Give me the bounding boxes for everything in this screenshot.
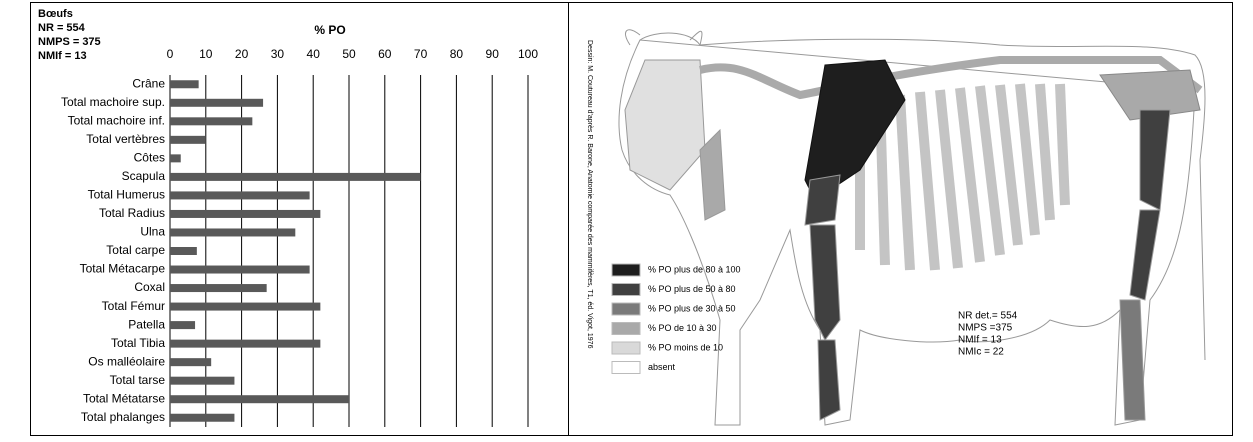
legend-label: % PO plus de 80 à 100 <box>648 264 741 274</box>
mandible <box>699 128 726 221</box>
bar <box>170 376 235 385</box>
x-tick-label: 30 <box>271 47 285 61</box>
y-tick-label: Total carpe <box>106 243 165 257</box>
bar <box>170 209 321 218</box>
x-tick-label: 90 <box>486 47 500 61</box>
y-tick-label: Côtes <box>134 151 165 165</box>
bar <box>170 80 199 89</box>
x-tick-label: 100 <box>518 47 538 61</box>
tibia <box>1129 209 1161 301</box>
legend-label: % PO plus de 30 à 50 <box>648 303 736 313</box>
stat: NR det.= 554 <box>958 311 1018 322</box>
metatarse <box>1119 299 1146 421</box>
bar <box>170 135 206 144</box>
legend-label: % PO plus de 50 à 80 <box>648 284 736 294</box>
horns <box>625 29 703 46</box>
x-tick-label: 20 <box>235 47 249 61</box>
scapula <box>804 59 906 201</box>
x-tick-label: 40 <box>307 47 321 61</box>
bar <box>170 302 321 311</box>
frame <box>30 2 1233 436</box>
cow-diagram <box>618 29 1206 426</box>
bar <box>170 191 310 200</box>
bar <box>170 339 321 348</box>
legend-swatch <box>611 302 641 316</box>
bar <box>170 98 264 107</box>
y-tick-label: Scapula <box>122 169 166 183</box>
skull <box>624 59 706 191</box>
annotation: NMIf = 13 <box>38 50 87 62</box>
y-tick-label: Total phalanges <box>81 410 165 424</box>
annotation: NMPS = 375 <box>38 36 101 48</box>
y-tick-label: Total Radius <box>99 206 165 220</box>
femur <box>1139 109 1171 211</box>
x-tick-label: 50 <box>342 47 356 61</box>
y-tick-label: Crâne <box>132 76 165 90</box>
x-tick-label: 0 <box>167 47 174 61</box>
y-tick-label: Total vertèbres <box>86 132 165 146</box>
spine <box>699 56 1203 100</box>
credit: Dessin: M. Coutureau d'après R. Barone, … <box>586 40 593 349</box>
legend-label: absent <box>648 362 676 372</box>
y-tick-label: Total Tibia <box>111 336 165 350</box>
chart-title: % PO <box>314 23 345 37</box>
x-tick-label: 10 <box>199 47 213 61</box>
y-tick-label: Total tarse <box>110 373 166 387</box>
y-tick-label: Patella <box>128 317 165 331</box>
annotation: Bœufs <box>38 8 73 20</box>
legend-label: % PO de 10 à 30 <box>648 323 717 333</box>
legend-label: % PO moins de 10 <box>648 342 723 352</box>
y-tick-label: Total Métacarpe <box>80 262 166 276</box>
bar <box>170 247 197 255</box>
y-tick-label: Total Métatarse <box>83 391 165 405</box>
legend-swatch <box>611 361 641 374</box>
x-tick-label: 70 <box>414 47 428 61</box>
bar <box>170 284 267 293</box>
stat: NMPS =375 <box>958 323 1013 334</box>
y-tick-label: Total Fémur <box>102 299 165 313</box>
y-tick-label: Total machoire sup. <box>61 95 165 109</box>
legend-swatch <box>611 263 641 277</box>
y-tick-label: Coxal <box>134 280 165 294</box>
radius <box>809 224 841 341</box>
bar <box>170 395 349 404</box>
y-tick-label: Total Humerus <box>88 188 165 202</box>
coxal <box>1099 69 1201 121</box>
x-tick-label: 60 <box>378 47 392 61</box>
ribs <box>855 83 1070 271</box>
x-tick-label: 80 <box>450 47 464 61</box>
y-tick-label: Ulna <box>140 225 165 239</box>
legend-swatch <box>611 322 641 335</box>
bar <box>170 228 296 237</box>
bar <box>170 154 181 163</box>
bar <box>170 172 421 181</box>
bar-chart: % PO Bœufs NR = 554 NMPS = 375 NMIf = 13 0 10… <box>38 8 538 427</box>
bar <box>170 321 196 330</box>
legend-swatch <box>611 341 641 355</box>
y-tick-label: Os malléolaire <box>88 354 165 368</box>
bar <box>170 413 235 422</box>
metacarpe <box>817 339 841 421</box>
bar <box>170 265 310 274</box>
bar <box>170 117 253 126</box>
humerus <box>804 174 841 226</box>
bar <box>170 358 212 367</box>
annotation: NR = 554 <box>38 22 86 34</box>
stat: NMIf = 13 <box>958 335 1002 346</box>
y-tick-label: Total machoire inf. <box>68 113 165 127</box>
legend-swatch <box>611 283 641 296</box>
stat: NMIc = 22 <box>958 347 1004 358</box>
